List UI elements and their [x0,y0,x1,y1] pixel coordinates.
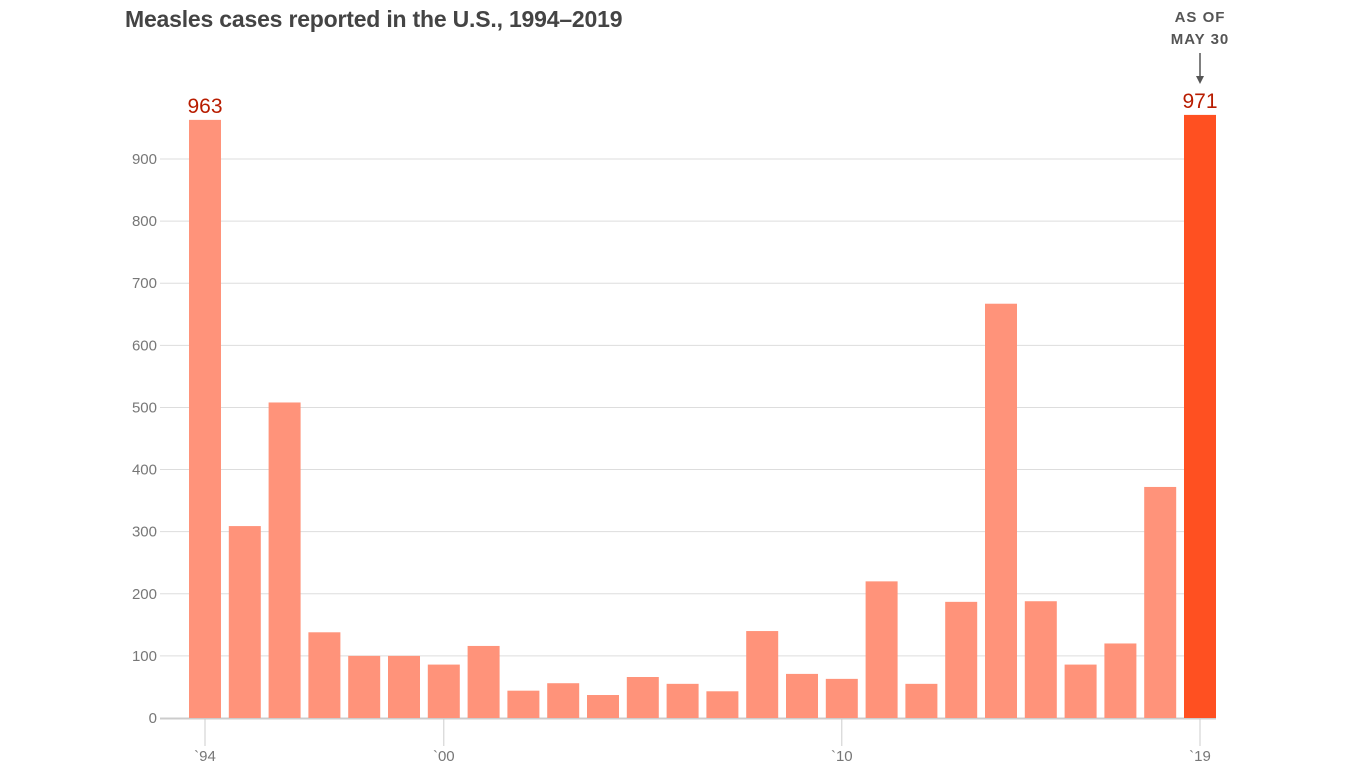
bar-1997 [308,632,341,718]
bar-2006 [666,683,699,718]
bar-2005 [626,677,659,718]
bar-2019 [1184,114,1216,718]
y-tick-label: 200 [132,586,157,603]
bar-2007 [706,691,739,718]
bar-2011 [865,581,898,718]
bar-2001 [467,645,500,718]
y-tick-label: 900 [132,151,157,168]
x-tick-label: `00 [433,748,455,765]
bar-2002 [507,690,540,718]
bar-2003 [547,683,580,718]
arrow-head-icon [1196,76,1204,84]
bar-1998 [348,655,381,718]
bar-1995 [228,526,261,718]
x-tick-label: `94 [194,748,216,765]
bar-2012 [905,683,938,718]
annotation-text: MAY 30 [1171,31,1230,48]
chart-title: Measles cases reported in the U.S., 1994… [125,6,623,32]
bar-2000 [427,664,460,718]
y-tick-label: 0 [149,710,157,727]
x-tick-label: `19 [1189,748,1211,765]
bar-2017 [1104,643,1137,718]
y-tick-label: 100 [132,648,157,665]
bar-2014 [985,303,1017,718]
bar-1996 [268,402,301,718]
x-tick-label: `10 [831,748,853,765]
y-tick-label: 300 [132,524,157,541]
annotation-text: AS OF [1175,9,1226,26]
data-label: 971 [1182,90,1217,113]
bar-2009 [786,673,818,718]
bar-1994 [189,119,221,719]
bar-2015 [1024,601,1057,718]
bar-2016 [1064,664,1097,718]
bar-2018 [1144,486,1177,718]
bar-2010 [825,678,858,718]
bar-1999 [388,655,420,718]
y-tick-label: 500 [132,399,157,416]
bar-2013 [945,601,978,718]
bar-2008 [746,631,779,718]
y-tick-label: 600 [132,337,157,354]
bar-2004 [587,695,619,718]
y-tick-label: 800 [132,213,157,230]
y-tick-label: 400 [132,462,157,479]
data-label: 963 [187,95,222,118]
y-tick-label: 700 [132,275,157,292]
